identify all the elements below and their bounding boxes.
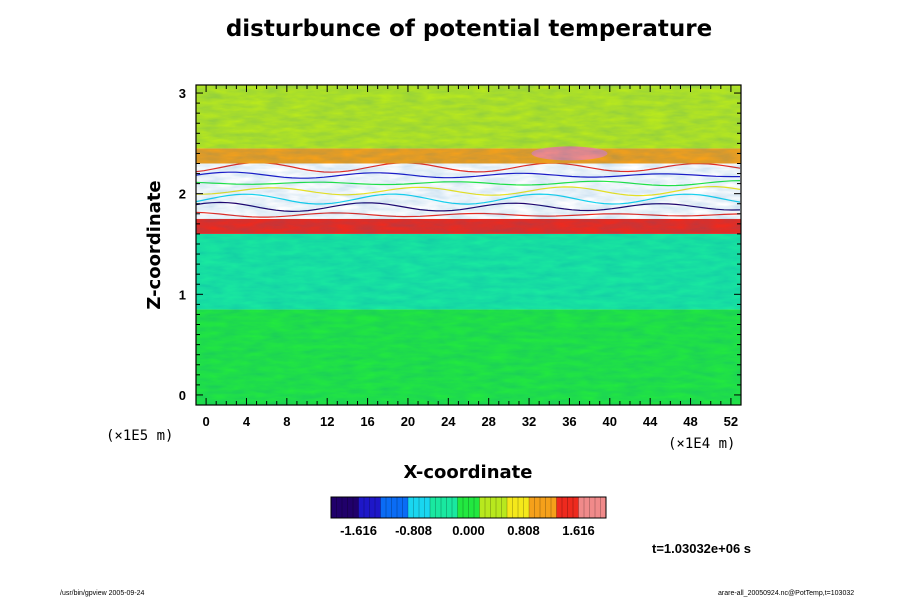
colorbar-cell xyxy=(369,497,376,518)
x-tick-label: 20 xyxy=(401,414,415,429)
x-tick-label: 40 xyxy=(603,414,617,429)
x-tick-label: 4 xyxy=(243,414,251,429)
x-axis: 0 4 8 12 16 20 24 28 32 36 40 44 48 52 xyxy=(195,85,742,429)
x-tick-label: 36 xyxy=(562,414,576,429)
y-tick-label: 0 xyxy=(179,388,186,403)
colorbar-cell xyxy=(452,497,458,518)
colorbar-cell xyxy=(523,497,530,518)
colorbar-cell xyxy=(463,497,469,518)
colorbar-cell xyxy=(413,497,420,518)
y-scale-note: (×1E5 m) xyxy=(106,428,173,444)
chart-title: disturbunce of potential temperature xyxy=(225,16,713,42)
colorbar-cell xyxy=(430,497,436,518)
x-axis-label: X-coordinate xyxy=(404,462,533,483)
colorbar-cell xyxy=(424,497,431,518)
colorbar-cell xyxy=(331,497,337,518)
colorbar-cell xyxy=(584,497,590,518)
colorbar-cell xyxy=(485,497,491,518)
colorbar-cell xyxy=(353,497,359,518)
colorbar-cell xyxy=(540,497,546,518)
x-tick-label: 48 xyxy=(683,414,697,429)
colorbar-cell xyxy=(551,497,557,518)
colorbar-cell xyxy=(562,497,568,518)
colorbar-cell xyxy=(336,497,343,518)
x-tick-label: 52 xyxy=(724,414,738,429)
x-tick-label: 8 xyxy=(283,414,290,429)
colorbar-cell xyxy=(556,497,563,518)
time-label: t=1.03032e+06 s xyxy=(652,541,752,556)
x-tick-label: 16 xyxy=(360,414,374,429)
colorbar-cell xyxy=(397,497,403,518)
colorbar-cell xyxy=(512,497,519,518)
x-tick-label: 44 xyxy=(643,414,658,429)
colorbar-cell xyxy=(600,497,607,518)
x-scale-note: (×1E4 m) xyxy=(668,436,735,452)
x-tick-label: 28 xyxy=(481,414,495,429)
x-tick-label: 0 xyxy=(202,414,209,429)
colorbar-cell xyxy=(529,497,535,518)
colorbar-cell xyxy=(419,497,425,518)
colorbar-tick-label: -0.808 xyxy=(395,523,432,538)
colorbar-frame xyxy=(330,496,607,519)
colorbar-cell xyxy=(573,497,579,518)
colorbar-cell xyxy=(578,497,585,518)
colorbar-tick-label: 0.808 xyxy=(507,523,540,538)
x-tick-label: 32 xyxy=(522,414,536,429)
colorbar-cell xyxy=(507,497,513,518)
colorbar-cell xyxy=(408,497,414,518)
colorbar-cell xyxy=(358,497,365,518)
y-tick-label: 3 xyxy=(179,86,186,101)
colorbar-cell xyxy=(501,497,508,518)
colorbar-cell xyxy=(435,497,442,518)
colorbar-tick-label: -1.616 xyxy=(340,523,377,538)
colorbar-cell xyxy=(402,497,409,518)
colorbar: -1.616 -0.808 0.000 0.808 1.616 xyxy=(330,496,607,538)
colorbar-cell xyxy=(496,497,502,518)
colorbar-tick-label: 1.616 xyxy=(562,523,595,538)
colorbar-cell xyxy=(474,497,480,518)
colorbar-cell xyxy=(518,497,524,518)
colorbar-cell xyxy=(567,497,574,518)
y-tick-label: 1 xyxy=(179,287,186,302)
colorbar-cell xyxy=(375,497,381,518)
colorbar-cell xyxy=(347,497,354,518)
footer-left: /usr/bin/gpview 2005-09-24 xyxy=(60,590,145,597)
colorbar-cell xyxy=(441,497,447,518)
y-axis: 0 1 2 3 xyxy=(179,86,741,406)
colorbar-cell xyxy=(391,497,398,518)
colorbar-cell xyxy=(589,497,596,518)
colorbar-cell xyxy=(534,497,541,518)
y-axis-label: Z-coordinate xyxy=(144,180,165,309)
colorbar-cell xyxy=(342,497,348,518)
colorbar-cell xyxy=(490,497,497,518)
colorbar-cell xyxy=(595,497,601,518)
colorbar-cell xyxy=(468,497,475,518)
colorbar-cell xyxy=(380,497,387,518)
heatmap-texture xyxy=(196,85,741,405)
colorbar-cell xyxy=(479,497,486,518)
colorbar-cell xyxy=(386,497,392,518)
y-tick-label: 2 xyxy=(179,187,186,202)
x-tick-label: 24 xyxy=(441,414,456,429)
colorbar-tick-label: 0.000 xyxy=(452,523,485,538)
colorbar-cell xyxy=(446,497,453,518)
colorbar-cell xyxy=(364,497,370,518)
x-tick-label: 12 xyxy=(320,414,334,429)
colorbar-cell xyxy=(545,497,552,518)
colorbar-cell xyxy=(457,497,464,518)
footer-right: arare-all_20050924.nc@PotTemp,t=103032 xyxy=(718,590,855,597)
